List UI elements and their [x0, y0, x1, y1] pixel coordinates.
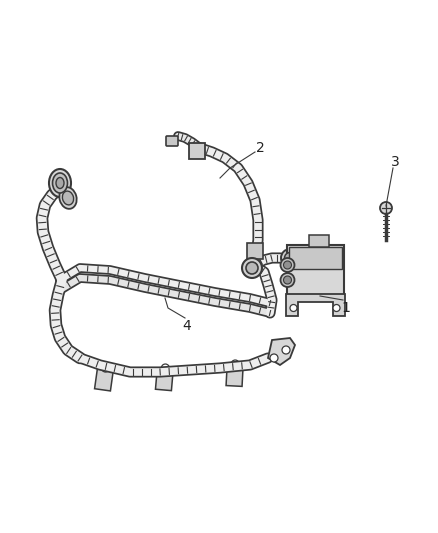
- Polygon shape: [268, 338, 295, 365]
- Circle shape: [161, 364, 170, 372]
- Ellipse shape: [285, 253, 296, 263]
- Circle shape: [333, 304, 340, 311]
- Text: 1: 1: [342, 301, 350, 315]
- Ellipse shape: [62, 191, 74, 205]
- Ellipse shape: [281, 249, 299, 267]
- Circle shape: [231, 360, 239, 368]
- Ellipse shape: [56, 177, 64, 189]
- FancyBboxPatch shape: [286, 245, 343, 295]
- Circle shape: [282, 346, 290, 354]
- Ellipse shape: [59, 187, 77, 209]
- Ellipse shape: [49, 169, 71, 197]
- FancyBboxPatch shape: [189, 143, 205, 159]
- Circle shape: [283, 276, 292, 284]
- Circle shape: [270, 354, 278, 362]
- Ellipse shape: [246, 262, 258, 274]
- Circle shape: [102, 364, 110, 372]
- Circle shape: [280, 273, 294, 287]
- Ellipse shape: [242, 258, 262, 278]
- Text: 2: 2: [256, 141, 265, 155]
- FancyBboxPatch shape: [166, 136, 178, 146]
- Bar: [95, 369, 113, 391]
- Text: 4: 4: [183, 319, 191, 333]
- FancyBboxPatch shape: [247, 243, 263, 259]
- Circle shape: [290, 304, 297, 311]
- Circle shape: [280, 258, 294, 272]
- Circle shape: [283, 261, 292, 269]
- Bar: [226, 366, 243, 386]
- Text: 3: 3: [391, 155, 399, 169]
- Ellipse shape: [53, 173, 67, 193]
- FancyBboxPatch shape: [289, 247, 342, 269]
- Polygon shape: [286, 294, 345, 316]
- Bar: [155, 369, 173, 391]
- Circle shape: [380, 202, 392, 214]
- FancyBboxPatch shape: [309, 235, 329, 247]
